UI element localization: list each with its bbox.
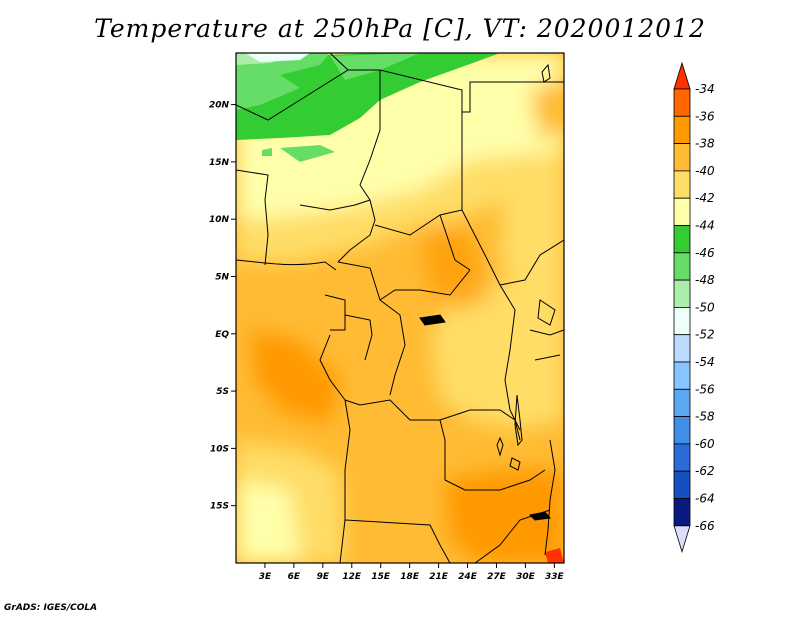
colorbar-label: -62 (695, 464, 715, 478)
colorbar-swatch (673, 252, 691, 281)
colorbar-bottom-arrow (673, 525, 691, 554)
lakes (419, 63, 556, 521)
colorbar-label: -36 (695, 109, 715, 123)
lon-tick-label: 18E (400, 572, 420, 582)
map-frame (235, 52, 565, 564)
colorbar-label: -56 (695, 382, 715, 396)
colorbar-label: -64 (695, 492, 715, 506)
colorbar-swatch (673, 498, 691, 527)
colorbar-label: -50 (695, 300, 715, 314)
colorbar-swatch (673, 306, 691, 336)
grads-credit: GrADS: IGES/COLA (4, 603, 98, 613)
colorbar-swatch (673, 388, 691, 417)
colorbar-label: -40 (695, 164, 715, 178)
colorbar-label: -46 (695, 246, 715, 260)
colorbar-swatch (673, 470, 691, 499)
colorbar-label: -60 (695, 437, 715, 451)
colorbar-label: -58 (695, 410, 715, 424)
colorbar-swatch (673, 279, 691, 308)
colorbar-swatch (673, 197, 691, 226)
lon-tick-label: 12E (342, 572, 362, 582)
page-title: Temperature at 250hPa [C], VT: 202001201… (94, 14, 706, 43)
colorbar-swatch (673, 443, 691, 472)
lat-tick-label: 5N (215, 272, 229, 282)
cold-core-46 (236, 53, 500, 140)
colorbar-swatch (673, 115, 691, 145)
latitude-axis: 20N 15N 10N 5N EQ 5S 10S 15S (209, 101, 236, 512)
country-borders (236, 53, 564, 563)
colorbar-swatch (673, 88, 691, 117)
colorbar-legend: -34 -36 -38 -40 -42 -44 -46 -48 -50 -52 -54 -56 -58 -… (673, 61, 715, 554)
temperature-field-shading (236, 53, 564, 563)
lon-tick-label: 3E (259, 572, 272, 582)
lon-tick-label: 24E (458, 572, 478, 582)
lat-tick-label: 15S (210, 502, 229, 512)
lat-tick-label: 10S (210, 444, 229, 454)
lon-tick-label: 27E (487, 572, 507, 582)
colorbar-label: -52 (695, 328, 715, 342)
colorbar-swatch (673, 416, 691, 445)
colorbar-label: -66 (695, 519, 715, 533)
colorbar-swatch (673, 143, 691, 172)
lon-tick-label: 9E (317, 572, 330, 582)
lon-tick-label: 30E (516, 572, 536, 582)
colorbar-label: -54 (695, 355, 715, 369)
lat-tick-label: 10N (209, 215, 230, 225)
colorbar-swatch (673, 170, 691, 199)
colorbar-swatch (673, 361, 691, 390)
colorbar-label: -38 (695, 137, 715, 151)
longitude-axis: 3E 6E 9E 12E 15E 18E 21E 24E 27E 30E 33E (259, 563, 565, 582)
map-field (236, 53, 564, 563)
lat-tick-label: 20N (209, 101, 230, 111)
lat-tick-label: 5S (216, 387, 229, 397)
lon-tick-label: 6E (288, 572, 301, 582)
lon-tick-label: 15E (371, 572, 391, 582)
lat-tick-label: 15N (209, 158, 230, 168)
colorbar-label: -44 (695, 219, 715, 233)
colorbar-top-arrow (673, 61, 691, 90)
colorbar-label: -48 (695, 273, 715, 287)
colorbar-label: -42 (695, 191, 715, 205)
lon-tick-label: 33E (545, 572, 565, 582)
lat-tick-label: EQ (215, 330, 229, 340)
colorbar-swatch (673, 334, 691, 363)
colorbar-label: -34 (695, 82, 715, 96)
colorbar-swatch (673, 225, 691, 254)
lon-tick-label: 21E (429, 572, 449, 582)
